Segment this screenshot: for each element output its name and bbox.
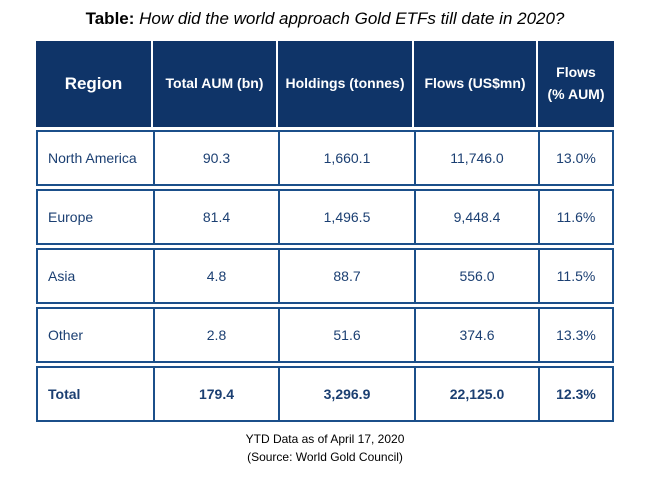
header-row: Region Total AUM (bn) Holdings (tonnes) … <box>36 41 614 127</box>
gold-etf-table: Region Total AUM (bn) Holdings (tonnes) … <box>36 38 614 425</box>
header-region: Region <box>36 41 153 127</box>
cell-aum: 2.8 <box>153 307 278 363</box>
title-lead: Table: <box>85 9 135 28</box>
total-holdings: 3,296.9 <box>278 366 414 422</box>
cell-pct: 13.0% <box>538 130 614 186</box>
total-aum: 179.4 <box>153 366 278 422</box>
cell-flows: 9,448.4 <box>414 189 538 245</box>
cell-holdings: 1,660.1 <box>278 130 414 186</box>
header-flows-pct: Flows (% AUM) <box>538 41 614 127</box>
header-flows-pct-line1: Flows <box>556 64 596 81</box>
cell-aum: 81.4 <box>153 189 278 245</box>
cell-flows: 556.0 <box>414 248 538 304</box>
cell-flows: 11,746.0 <box>414 130 538 186</box>
cell-region: Europe <box>36 189 153 245</box>
footnote-source: (Source: World Gold Council) <box>247 450 403 464</box>
total-pct: 12.3% <box>538 366 614 422</box>
table-row: Europe 81.4 1,496.5 9,448.4 11.6% <box>36 189 614 245</box>
table-row: North America 90.3 1,660.1 11,746.0 13.0… <box>36 130 614 186</box>
cell-holdings: 1,496.5 <box>278 189 414 245</box>
cell-aum: 90.3 <box>153 130 278 186</box>
total-region: Total <box>36 366 153 422</box>
table-row: Asia 4.8 88.7 556.0 11.5% <box>36 248 614 304</box>
table-title: Table: How did the world approach Gold E… <box>0 9 650 29</box>
table-footnote: YTD Data as of April 17, 2020 (Source: W… <box>0 430 650 466</box>
footnote-date: YTD Data as of April 17, 2020 <box>245 432 405 446</box>
header-flows-pct-line2: (% AUM) <box>547 86 605 102</box>
title-question: How did the world approach Gold ETFs til… <box>139 9 565 28</box>
cell-aum: 4.8 <box>153 248 278 304</box>
cell-pct: 13.3% <box>538 307 614 363</box>
table-row: Other 2.8 51.6 374.6 13.3% <box>36 307 614 363</box>
cell-pct: 11.5% <box>538 248 614 304</box>
cell-region: Asia <box>36 248 153 304</box>
header-total-aum: Total AUM (bn) <box>153 41 278 127</box>
cell-pct: 11.6% <box>538 189 614 245</box>
total-flows: 22,125.0 <box>414 366 538 422</box>
cell-holdings: 88.7 <box>278 248 414 304</box>
cell-flows: 374.6 <box>414 307 538 363</box>
cell-region: Other <box>36 307 153 363</box>
cell-holdings: 51.6 <box>278 307 414 363</box>
header-flows-usd: Flows (US$mn) <box>414 41 538 127</box>
cell-region: North America <box>36 130 153 186</box>
total-row: Total 179.4 3,296.9 22,125.0 12.3% <box>36 366 614 422</box>
header-holdings: Holdings (tonnes) <box>278 41 414 127</box>
